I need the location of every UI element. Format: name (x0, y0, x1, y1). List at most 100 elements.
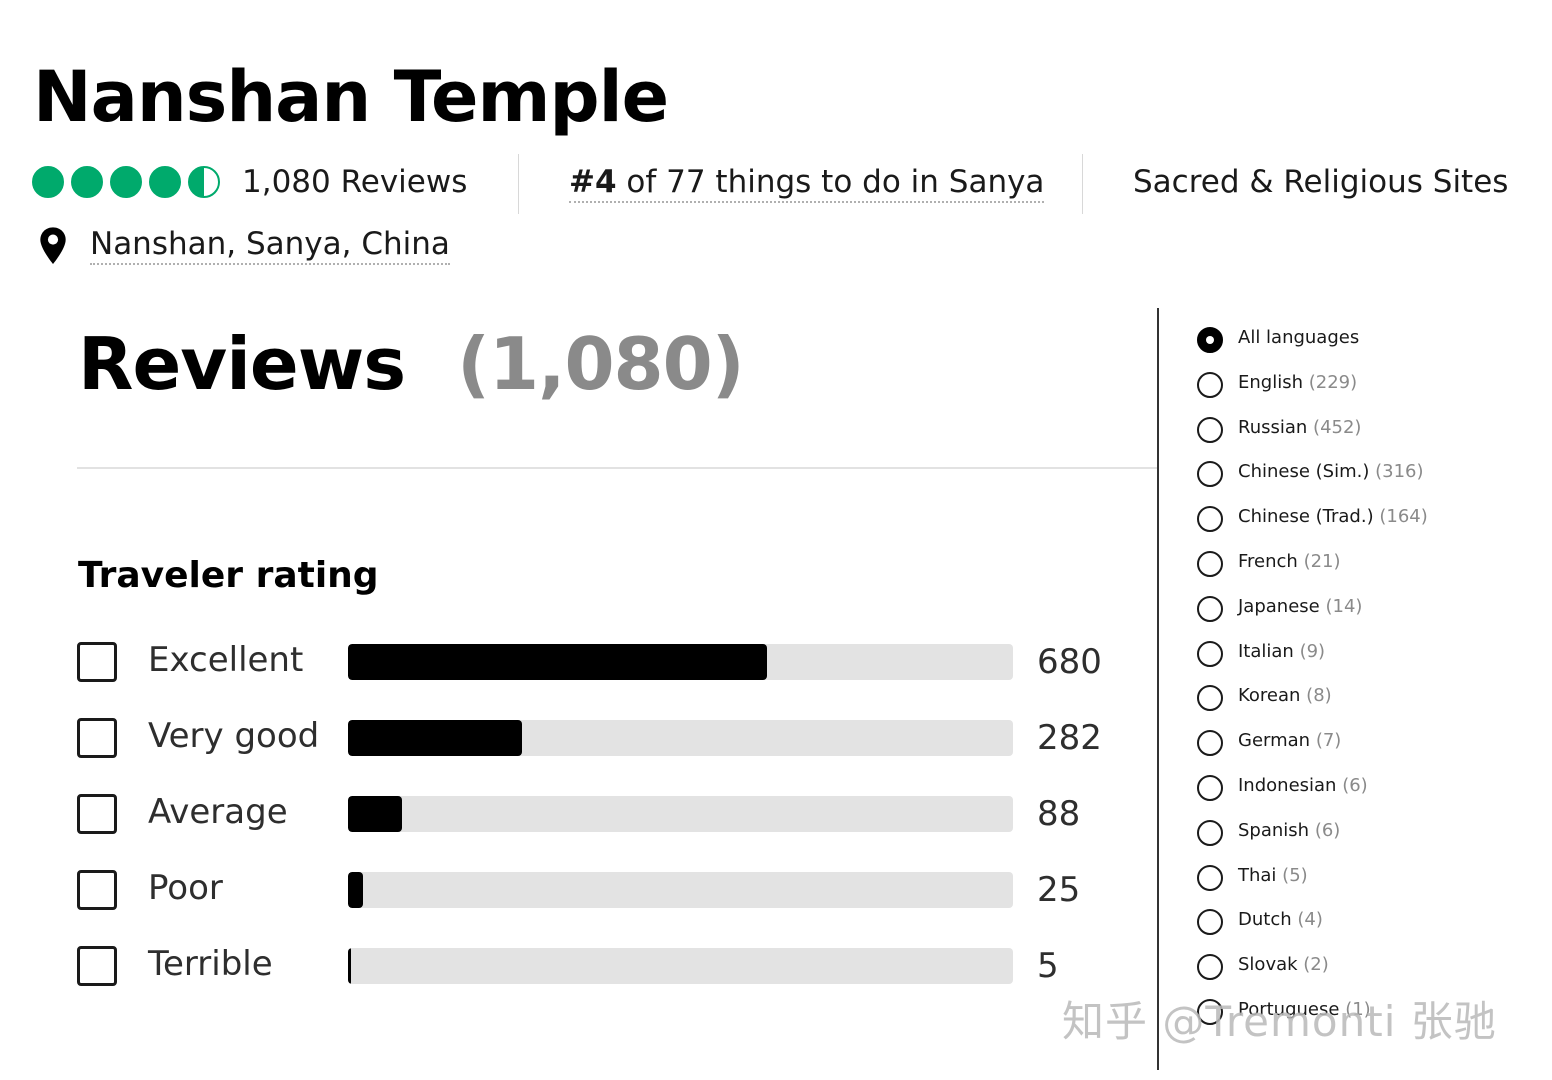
reviews-heading-count: (1,080) (457, 322, 745, 406)
language-name: Dutch (1238, 909, 1292, 931)
map-pin-icon (40, 227, 66, 264)
rating-bar-fill (348, 796, 402, 832)
rating-bar-fill (348, 720, 522, 756)
language-radio[interactable] (1197, 685, 1223, 712)
reviews-heading: Reviews (1,080) (78, 328, 745, 400)
language-label: Korean (8) (1238, 685, 1332, 706)
location-link[interactable]: Nanshan, Sanya, China (90, 226, 450, 265)
language-name: Chinese (Trad.) (1238, 506, 1374, 528)
language-label: Japanese (14) (1238, 596, 1362, 617)
language-label: Indonesian (6) (1238, 775, 1368, 796)
rating-bar-fill (348, 872, 364, 908)
rating-checkbox[interactable] (77, 642, 117, 682)
filter-column-divider (1157, 308, 1159, 1070)
language-name: Thai (1238, 864, 1277, 886)
language-label: English (229) (1238, 372, 1357, 393)
language-count: (8) (1306, 685, 1332, 707)
language-count: (9) (1299, 640, 1326, 662)
language-label: Dutch (4) (1238, 909, 1323, 930)
rating-bar-track (348, 872, 1013, 908)
rating-bar-fill (348, 644, 767, 680)
language-count: (1) (1345, 998, 1371, 1020)
rating-bar-track (348, 644, 1013, 680)
language-count: (21) (1303, 550, 1341, 572)
language-name: Portuguese (1238, 998, 1340, 1020)
language-radio[interactable] (1197, 506, 1223, 533)
language-radio[interactable] (1197, 371, 1223, 398)
meta-divider (518, 154, 519, 214)
language-name: Chinese (Sim.) (1238, 461, 1370, 483)
language-label: Italian (9) (1238, 641, 1325, 662)
language-count: (164) (1379, 506, 1428, 528)
language-radio[interactable] (1197, 730, 1223, 757)
rating-bubble (71, 166, 103, 198)
language-label: Portuguese (1) (1238, 999, 1371, 1020)
language-label: Chinese (Trad.) (164) (1238, 506, 1428, 527)
rating-bar-track (348, 720, 1013, 756)
language-radio[interactable] (1197, 998, 1223, 1025)
attraction-title: Nanshan Temple (33, 56, 669, 138)
rating-row-terrible[interactable]: Terrible 5 (77, 936, 1137, 996)
language-label: Thai (5) (1238, 865, 1308, 886)
language-radio[interactable] (1197, 550, 1223, 577)
rating-count: 5 (1037, 946, 1059, 986)
language-name: Korean (1238, 685, 1301, 707)
language-count: (6) (1342, 774, 1368, 796)
rating-label: Excellent (148, 640, 304, 680)
language-name: German (1238, 730, 1311, 752)
language-radio[interactable] (1197, 909, 1223, 936)
rating-bubble (32, 166, 64, 198)
rating-checkbox[interactable] (77, 946, 117, 986)
language-count: (316) (1375, 461, 1424, 483)
language-radio[interactable] (1197, 327, 1223, 353)
language-label: Spanish (6) (1238, 820, 1340, 841)
language-count: (14) (1325, 595, 1363, 617)
language-label: Russian (452) (1238, 417, 1361, 438)
language-label: All languages (1238, 327, 1359, 348)
rating-checkbox[interactable] (77, 870, 117, 910)
language-name: Indonesian (1238, 774, 1337, 796)
language-count: (5) (1282, 864, 1308, 886)
language-radio[interactable] (1197, 774, 1223, 801)
rating-label: Poor (148, 868, 223, 908)
rating-bar-track (348, 948, 1013, 984)
rating-checkbox[interactable] (77, 718, 117, 758)
rating-bar-track (348, 796, 1013, 832)
language-radio[interactable] (1197, 595, 1223, 622)
language-radio[interactable] (1197, 819, 1223, 846)
language-radio[interactable] (1197, 954, 1223, 981)
language-radio[interactable] (1197, 640, 1223, 667)
category-label: Sacred & Religious Sites (1133, 164, 1509, 200)
language-count: (4) (1297, 909, 1323, 931)
rating-label: Very good (148, 716, 320, 756)
rating-count: 25 (1037, 870, 1081, 910)
rating-count: 680 (1037, 642, 1102, 682)
language-name: Russian (1238, 416, 1308, 438)
rating-row-average[interactable]: Average 88 (77, 784, 1137, 844)
rating-label: Terrible (148, 944, 273, 984)
rating-checkbox[interactable] (77, 794, 117, 834)
language-count: (7) (1315, 730, 1342, 752)
language-radio[interactable] (1197, 864, 1223, 891)
language-name: All languages (1238, 327, 1360, 348)
rating-count: 282 (1037, 718, 1102, 758)
language-name: Spanish (1238, 819, 1310, 841)
rating-bubble (149, 166, 181, 198)
rating-label: Average (148, 792, 288, 832)
language-label: German (7) (1238, 730, 1341, 751)
ranking-link[interactable]: #4 of 77 things to do in Sanya (569, 164, 1045, 203)
language-radio[interactable] (1197, 416, 1223, 443)
language-label: French (21) (1238, 551, 1341, 572)
rating-row-excellent[interactable]: Excellent 680 (77, 632, 1137, 692)
rating-row-very-good[interactable]: Very good 282 (77, 708, 1137, 768)
language-label: Chinese (Sim.) (316) (1238, 461, 1424, 482)
reviews-heading-label: Reviews (78, 322, 406, 406)
language-radio[interactable] (1197, 461, 1223, 488)
rank-number: #4 (569, 164, 617, 200)
traveler-rating-title: Traveler rating (78, 555, 379, 596)
reviews-count-link[interactable]: 1,080 Reviews (242, 164, 468, 200)
rank-text: of 77 things to do in Sanya (616, 164, 1045, 200)
rating-row-poor[interactable]: Poor 25 (77, 860, 1137, 920)
bubble-rating-icon (32, 166, 220, 198)
language-count: (2) (1303, 954, 1329, 976)
